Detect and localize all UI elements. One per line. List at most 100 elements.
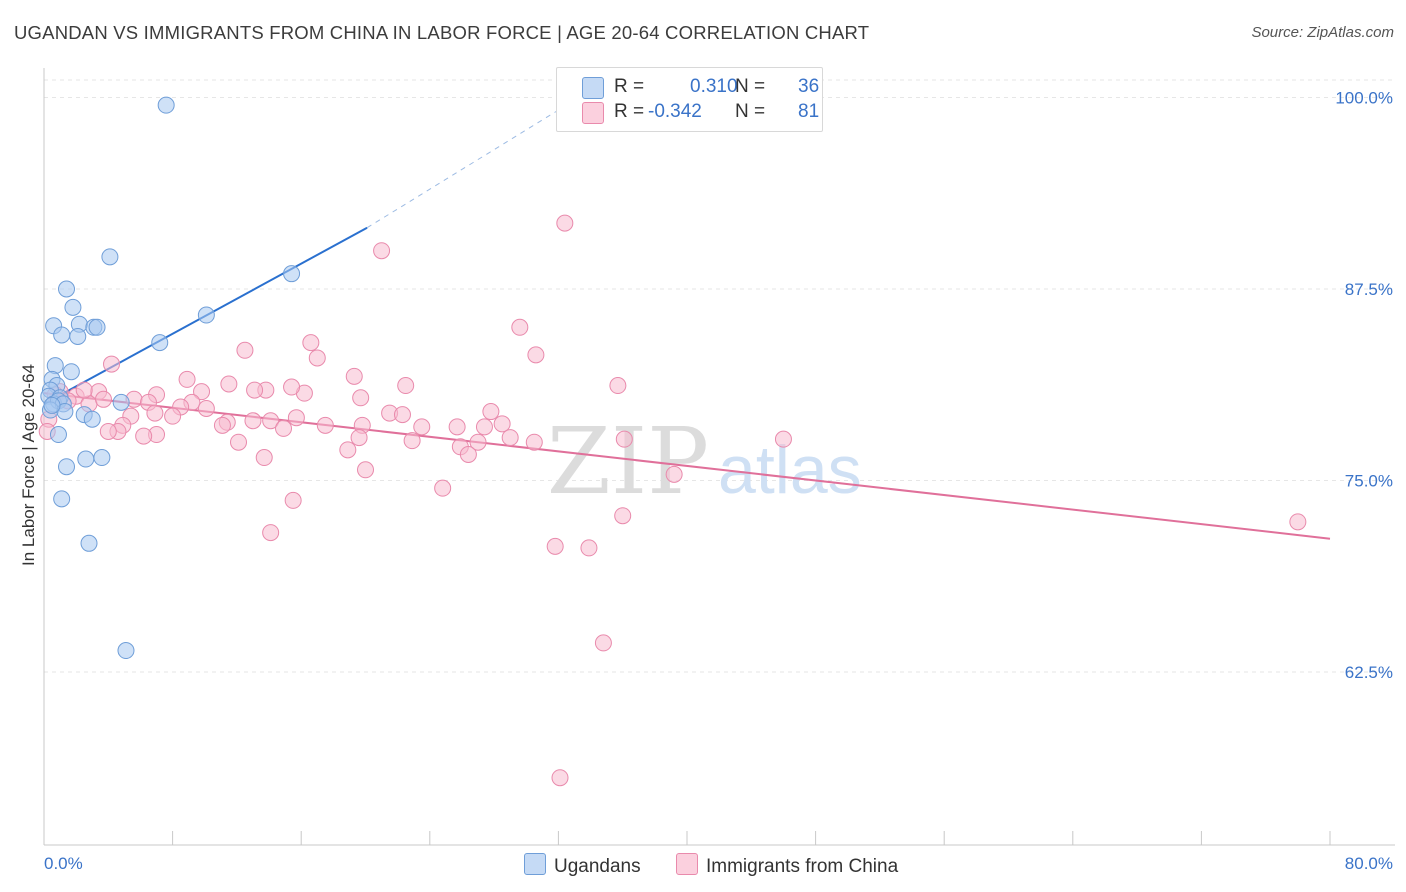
- data-point-ugandans: [58, 280, 76, 298]
- data-point-ugandans: [80, 534, 98, 552]
- data-point-immigrants-from-china: [262, 412, 280, 430]
- data-point-immigrants-from-china: [448, 418, 466, 436]
- data-point-immigrants-from-china: [255, 449, 273, 467]
- legend-swatch-blue: [582, 77, 604, 99]
- data-point-immigrants-from-china: [220, 375, 238, 393]
- y-tick-label: 100.0%: [1335, 89, 1393, 108]
- data-point-ugandans: [101, 248, 119, 266]
- data-point-immigrants-from-china: [482, 403, 500, 421]
- data-point-immigrants-from-china: [197, 399, 215, 417]
- data-point-immigrants-from-china: [403, 432, 421, 450]
- source-label: Source: ZipAtlas.com: [1251, 24, 1394, 41]
- data-point-immigrants-from-china: [393, 406, 411, 424]
- legend-n-value: 81: [798, 101, 820, 122]
- x-tick-labels: 0.0% 80.0%: [44, 854, 1393, 873]
- data-point-ugandans: [117, 642, 135, 660]
- legend-r-label: R =: [614, 76, 645, 97]
- data-point-immigrants-from-china: [469, 433, 487, 451]
- data-point-immigrants-from-china: [546, 537, 564, 555]
- legend-n-label: N =: [735, 76, 766, 97]
- data-point-ugandans: [53, 490, 71, 508]
- data-point-ugandans: [77, 450, 95, 468]
- legend-label-ugandans: Ugandans: [554, 856, 641, 877]
- data-point-immigrants-from-china: [594, 634, 612, 652]
- data-point-ugandans: [46, 357, 64, 375]
- data-point-ugandans: [49, 426, 67, 444]
- data-point-immigrants-from-china: [339, 441, 357, 459]
- data-point-ugandans: [197, 306, 215, 324]
- data-point-immigrants-from-china: [373, 242, 391, 260]
- data-point-immigrants-from-china: [352, 389, 370, 407]
- data-point-immigrants-from-china: [193, 383, 211, 401]
- legend-item-ugandans[interactable]: Ugandans: [524, 853, 641, 878]
- data-point-immigrants-from-china: [135, 427, 153, 445]
- data-point-immigrants-from-china: [275, 419, 293, 437]
- data-point-immigrants-from-china: [493, 415, 511, 433]
- legend-item-immigrants-from-china[interactable]: Immigrants from China: [676, 853, 898, 878]
- y-tick-label: 87.5%: [1345, 280, 1393, 299]
- data-point-ugandans: [157, 96, 175, 114]
- data-point-immigrants-from-china: [511, 318, 529, 336]
- data-point-immigrants-from-china: [615, 430, 633, 448]
- legend-swatch-pink: [582, 102, 604, 124]
- data-point-immigrants-from-china: [75, 381, 93, 399]
- data-point-immigrants-from-china: [236, 341, 254, 359]
- data-point-immigrants-from-china: [316, 416, 334, 434]
- y-tick-labels: 62.5% 75.0% 87.5% 100.0%: [1335, 89, 1393, 683]
- data-point-immigrants-from-china: [302, 334, 320, 352]
- data-point-immigrants-from-china: [103, 355, 121, 373]
- correlation-legend: R = 0.310 N = 36 R = -0.342 N = 81: [556, 67, 823, 132]
- chart-title: UGANDAN VS IMMIGRANTS FROM CHINA IN LABO…: [14, 22, 870, 43]
- data-point-ugandans: [88, 318, 106, 336]
- legend-r-value: -0.342: [648, 101, 702, 122]
- data-point-immigrants-from-china: [551, 769, 569, 787]
- y-axis-title: In Labor Force | Age 20-64: [19, 364, 38, 566]
- data-point-immigrants-from-china: [475, 418, 493, 436]
- data-point-immigrants-from-china: [283, 378, 301, 396]
- axes: [43, 68, 1395, 846]
- data-point-ugandans: [93, 449, 111, 467]
- data-point-immigrants-from-china: [556, 214, 574, 232]
- data-point-immigrants-from-china: [146, 404, 164, 422]
- data-point-immigrants-from-china: [609, 377, 627, 395]
- legend-label-china: Immigrants from China: [706, 856, 899, 877]
- data-point-immigrants-from-china: [164, 407, 182, 425]
- legend-r-value: 0.310: [690, 76, 738, 97]
- x-tick-label: 80.0%: [1345, 854, 1393, 873]
- data-point-immigrants-from-china: [527, 346, 545, 364]
- data-point-ugandans: [53, 326, 71, 344]
- data-point-ugandans: [112, 393, 130, 411]
- data-point-ugandans: [83, 410, 101, 428]
- trend-line-ugandans-extension: [366, 104, 567, 229]
- series-ugandans: [40, 96, 301, 660]
- data-point-immigrants-from-china: [178, 370, 196, 388]
- data-point-immigrants-from-china: [244, 412, 262, 430]
- legend-n-label: N =: [735, 101, 766, 122]
- legend-r-label: R =: [614, 101, 645, 122]
- data-point-ugandans: [43, 396, 61, 414]
- data-point-immigrants-from-china: [459, 445, 477, 463]
- y-tick-label: 62.5%: [1345, 663, 1393, 682]
- data-point-ugandans: [283, 265, 301, 283]
- data-point-immigrants-from-china: [287, 409, 305, 427]
- data-point-immigrants-from-china: [230, 433, 248, 451]
- data-point-ugandans: [62, 363, 80, 381]
- data-point-ugandans: [64, 298, 82, 316]
- data-point-immigrants-from-china: [262, 524, 280, 542]
- data-point-immigrants-from-china: [308, 349, 326, 367]
- data-point-immigrants-from-china: [614, 507, 632, 525]
- data-point-immigrants-from-china: [580, 539, 598, 557]
- legend-swatch-pink: [676, 853, 698, 875]
- data-point-immigrants-from-china: [94, 390, 112, 408]
- data-point-immigrants-from-china: [357, 461, 374, 479]
- data-point-immigrants-from-china: [246, 381, 264, 399]
- data-point-immigrants-from-china: [501, 429, 519, 447]
- legend-swatch-blue: [524, 853, 546, 875]
- data-point-immigrants-from-china: [525, 433, 543, 451]
- data-point-immigrants-from-china: [413, 418, 431, 436]
- data-point-immigrants-from-china: [434, 479, 452, 497]
- data-point-immigrants-from-china: [774, 430, 792, 448]
- data-point-immigrants-from-china: [345, 367, 363, 385]
- data-point-immigrants-from-china: [99, 422, 117, 440]
- data-point-ugandans: [69, 327, 87, 345]
